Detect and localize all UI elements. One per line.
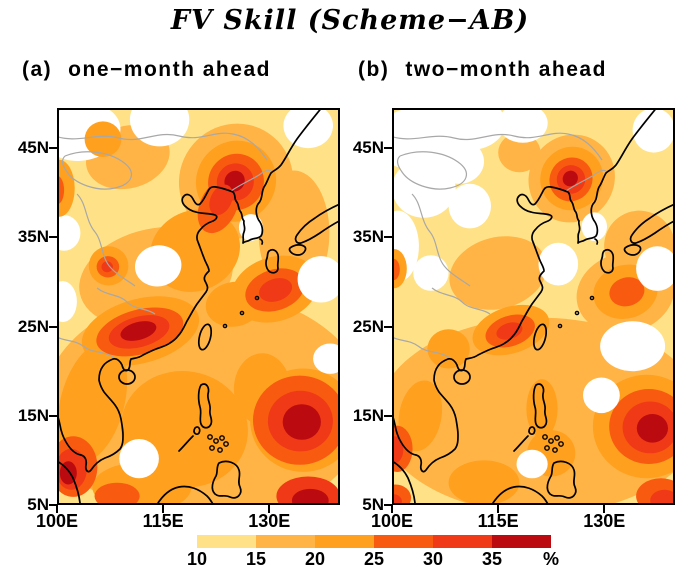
lat-label-35N: 35N	[17, 227, 49, 247]
map-frame	[57, 108, 340, 505]
lon-tick-100E	[56, 505, 58, 513]
panel-a-tag: (a)	[22, 58, 53, 81]
colorbar-segment-6	[492, 535, 551, 548]
lat-tick-35N	[384, 236, 392, 239]
colorbar-unit-label: %	[542, 549, 560, 569]
colorbar-segment-3	[315, 535, 374, 548]
map-frame	[392, 108, 675, 505]
lat-tick-35N	[49, 236, 57, 239]
lat-tick-45N	[49, 147, 57, 150]
panel-b-tag: (b)	[358, 58, 390, 81]
map-panel-a: 45N 35N 25N 15N 5N 100E 115E 130E	[18, 108, 340, 531]
map-panel-b: 45N 35N 25N 15N 5N 100E 115E 130E	[353, 108, 675, 531]
coastlines	[57, 108, 340, 505]
colorbar-label-10: 10	[186, 549, 208, 569]
country-borders	[57, 132, 272, 359]
country-borders	[392, 132, 607, 359]
lon-label-115E: 115E	[477, 511, 519, 531]
contour-fill-layer	[392, 108, 675, 505]
colorbar-label-35: 35	[481, 549, 503, 569]
lon-label-130E: 130E	[248, 511, 291, 531]
lat-label-25N: 25N	[17, 316, 49, 336]
lon-label-130E: 130E	[583, 511, 626, 531]
lon-tick-100E	[391, 505, 393, 513]
panel-a-heading-text: one−month ahead	[68, 58, 271, 81]
lat-label-45N: 45N	[17, 138, 49, 158]
colorbar-segment-4	[374, 535, 433, 548]
lon-label-100E: 100E	[35, 511, 79, 531]
lat-label-15N: 15N	[17, 405, 49, 425]
lon-tick-115E	[497, 505, 500, 513]
map-b	[392, 108, 675, 505]
lat-label-5N: 5N	[27, 495, 49, 514]
colorbar-segment-2	[256, 535, 315, 548]
figure-title: FV Skill (Scheme−AB)	[170, 5, 530, 36]
colorbar: 10 15 20 25 30 35%	[187, 535, 559, 573]
panel-b-heading: (b) two−month ahead	[358, 58, 607, 82]
lat-tick-15N	[49, 414, 57, 417]
panel-a-heading: (a) one−month ahead	[22, 58, 271, 82]
lat-tick-25N	[384, 325, 392, 328]
lat-label-35N: 35N	[352, 227, 384, 247]
colorbar-label-20: 20	[304, 549, 326, 569]
coastlines	[392, 108, 675, 505]
map-a	[57, 108, 340, 505]
colorbar-label-15: 15	[245, 549, 267, 569]
lon-tick-115E	[162, 505, 165, 513]
colorbar-label-30: 30	[422, 549, 444, 569]
colorbar-bar	[197, 535, 551, 548]
lat-tick-45N	[384, 147, 392, 150]
lat-tick-25N	[49, 325, 57, 328]
contour-fill-layer	[57, 108, 340, 505]
lon-tick-130E	[268, 505, 271, 513]
colorbar-label-25: 25	[363, 549, 385, 569]
colorbar-segment-5	[433, 535, 492, 548]
lon-label-115E: 115E	[142, 511, 184, 531]
lat-label-25N: 25N	[352, 316, 384, 336]
lat-tick-15N	[384, 414, 392, 417]
lat-label-45N: 45N	[352, 138, 384, 158]
colorbar-segment-1	[197, 535, 256, 548]
lat-tick-5N	[49, 504, 57, 506]
lat-label-15N: 15N	[352, 405, 384, 425]
lon-tick-130E	[603, 505, 606, 513]
lat-label-5N: 5N	[362, 495, 384, 514]
lat-tick-5N	[384, 504, 392, 506]
panel-b-heading-text: two−month ahead	[405, 58, 607, 81]
lon-label-100E: 100E	[370, 511, 414, 531]
